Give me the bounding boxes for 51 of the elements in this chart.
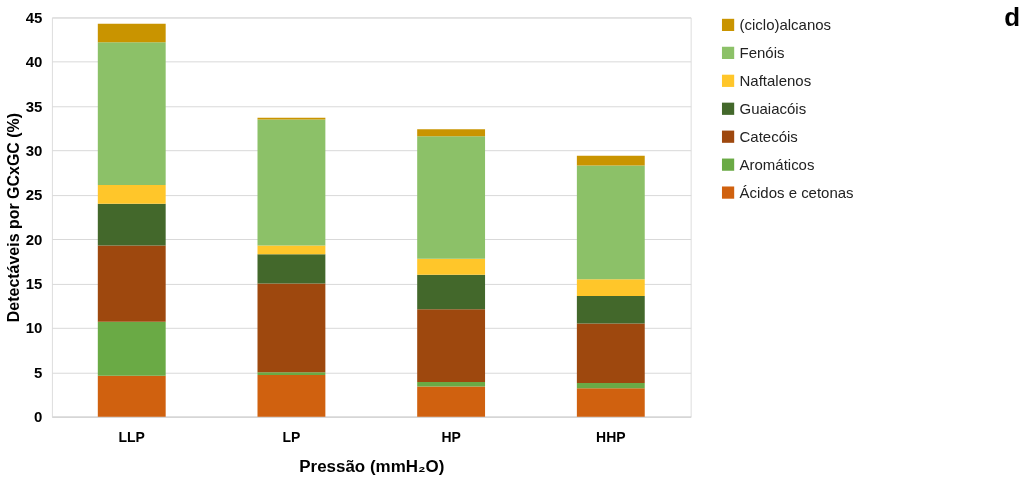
legend-label: Guaiacóis: [739, 99, 807, 117]
legend-label: Ácidos e cetonas: [739, 183, 854, 201]
legend-label: Fenóis: [739, 43, 785, 61]
y-tick-label: 45: [25, 8, 43, 26]
y-tick-label: 20: [25, 230, 43, 248]
bar: [576, 296, 645, 324]
y-tick-label: 40: [25, 53, 43, 71]
y-tick-label: 35: [25, 97, 43, 115]
bar: [97, 245, 166, 322]
text: d: [1004, 3, 1021, 32]
bar: [97, 23, 166, 43]
bar: [417, 136, 486, 259]
legend-label: Aromáticos: [739, 155, 815, 173]
bar: [576, 155, 645, 166]
bar: [97, 42, 166, 186]
bar: [257, 245, 326, 255]
y-tick-label: 10: [25, 319, 43, 337]
bar: [576, 323, 645, 383]
bar: [576, 382, 645, 389]
bar: [257, 374, 326, 417]
bar: [576, 279, 645, 296]
y-tick-label: 15: [25, 275, 43, 293]
x-tick-label: LLP: [118, 429, 145, 446]
bar: [257, 283, 326, 373]
bar: [417, 386, 486, 417]
x-tick-label: LP: [282, 429, 301, 446]
bar: [576, 165, 645, 280]
x-tick-label: HHP: [596, 429, 626, 446]
bar: [97, 185, 166, 204]
bar: [97, 375, 166, 417]
bar: [576, 388, 645, 417]
bar: [257, 119, 326, 246]
legend-label: Naftalenos: [739, 71, 812, 89]
bar: [97, 203, 166, 246]
bar: [417, 309, 486, 383]
bar: [417, 274, 486, 310]
bar: [417, 258, 486, 275]
x-axis-title: Pressão (mmH₂O): [299, 457, 445, 477]
bar: [417, 129, 486, 137]
y-tick-label: 25: [25, 186, 43, 204]
y-tick-label: 30: [25, 142, 43, 159]
y-tick-label: 0: [34, 408, 43, 426]
bar: [257, 372, 326, 375]
legend-label: (ciclo)alcanos: [739, 15, 832, 33]
y-tick-label: 5: [34, 363, 43, 381]
bar: [257, 254, 326, 284]
bar: [97, 321, 166, 376]
x-tick-label: HP: [441, 429, 461, 446]
bar: [417, 382, 486, 387]
legend-label: Catecóis: [739, 127, 798, 145]
y-axis-title: Detectáveis por GCxGC (%): [4, 112, 22, 323]
